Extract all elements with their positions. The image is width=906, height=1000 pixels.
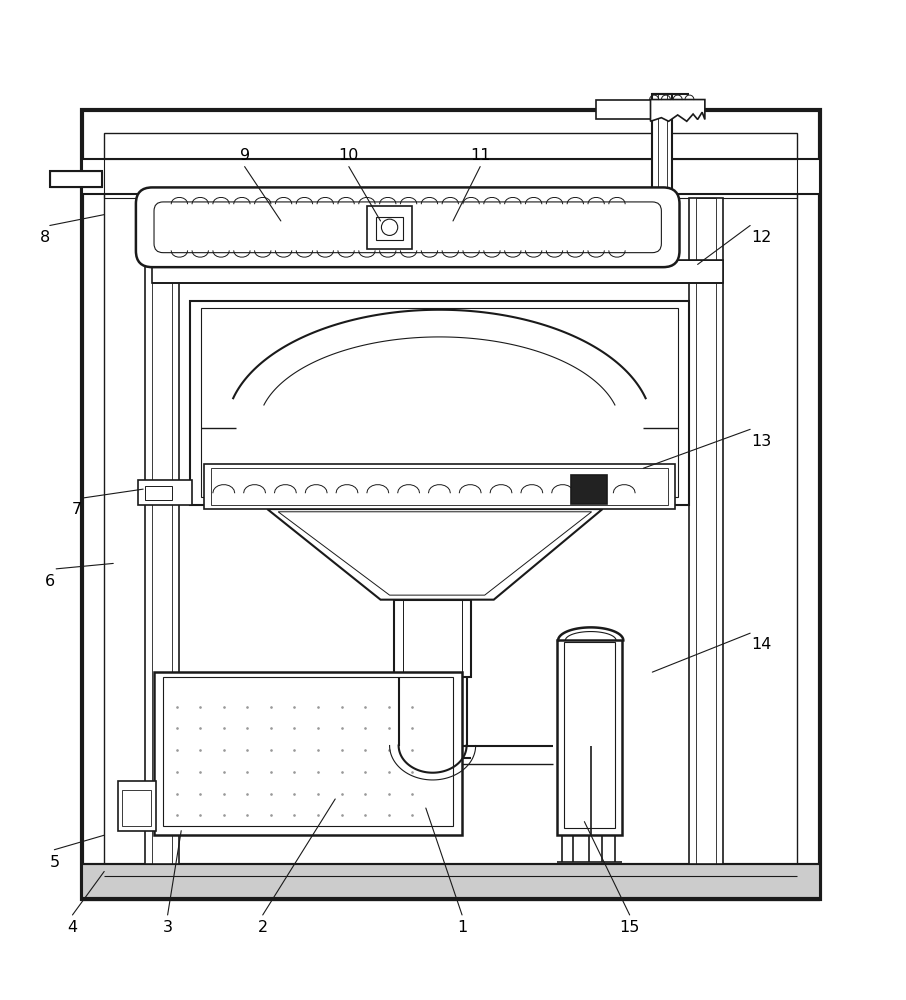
Bar [138, 480, 192, 505]
Bar [82, 159, 820, 194]
Bar [394, 600, 471, 677]
Bar [652, 94, 672, 194]
Bar [104, 159, 797, 198]
Bar [152, 198, 172, 864]
Bar [50, 171, 102, 187]
Bar [154, 672, 462, 835]
Text: 12: 12 [751, 230, 771, 245]
Bar [376, 217, 403, 240]
Bar [403, 600, 462, 677]
Bar [696, 198, 716, 864]
Text: 8: 8 [40, 230, 51, 245]
Bar [145, 486, 172, 500]
Bar [658, 94, 667, 194]
FancyBboxPatch shape [136, 187, 680, 267]
Text: 3: 3 [162, 920, 173, 935]
Bar [122, 790, 151, 826]
Polygon shape [651, 100, 705, 121]
Text: 5: 5 [49, 855, 60, 870]
Bar [104, 133, 797, 876]
Bar [118, 781, 156, 831]
Bar [82, 110, 820, 899]
Bar [163, 677, 453, 826]
Bar [145, 198, 179, 864]
Bar [204, 464, 675, 509]
Bar [557, 640, 622, 835]
Text: 1: 1 [457, 920, 467, 935]
Polygon shape [267, 509, 602, 600]
Bar [152, 260, 723, 283]
Text: 10: 10 [339, 148, 359, 163]
Text: 4: 4 [67, 920, 78, 935]
Text: 9: 9 [239, 148, 250, 163]
Bar [211, 468, 668, 505]
FancyBboxPatch shape [154, 202, 661, 253]
Bar [689, 198, 723, 864]
Text: 7: 7 [72, 502, 82, 517]
Text: 6: 6 [44, 574, 55, 589]
Text: 14: 14 [751, 637, 771, 652]
Text: 13: 13 [751, 434, 771, 449]
Bar [82, 864, 820, 899]
Bar [564, 642, 615, 828]
Bar [201, 308, 678, 497]
Bar [367, 206, 412, 249]
Bar [596, 100, 652, 119]
Text: 11: 11 [470, 148, 490, 163]
Text: 2: 2 [257, 920, 268, 935]
Text: 15: 15 [620, 920, 640, 935]
Bar [571, 475, 607, 504]
Bar [190, 301, 689, 505]
Bar [50, 171, 102, 187]
